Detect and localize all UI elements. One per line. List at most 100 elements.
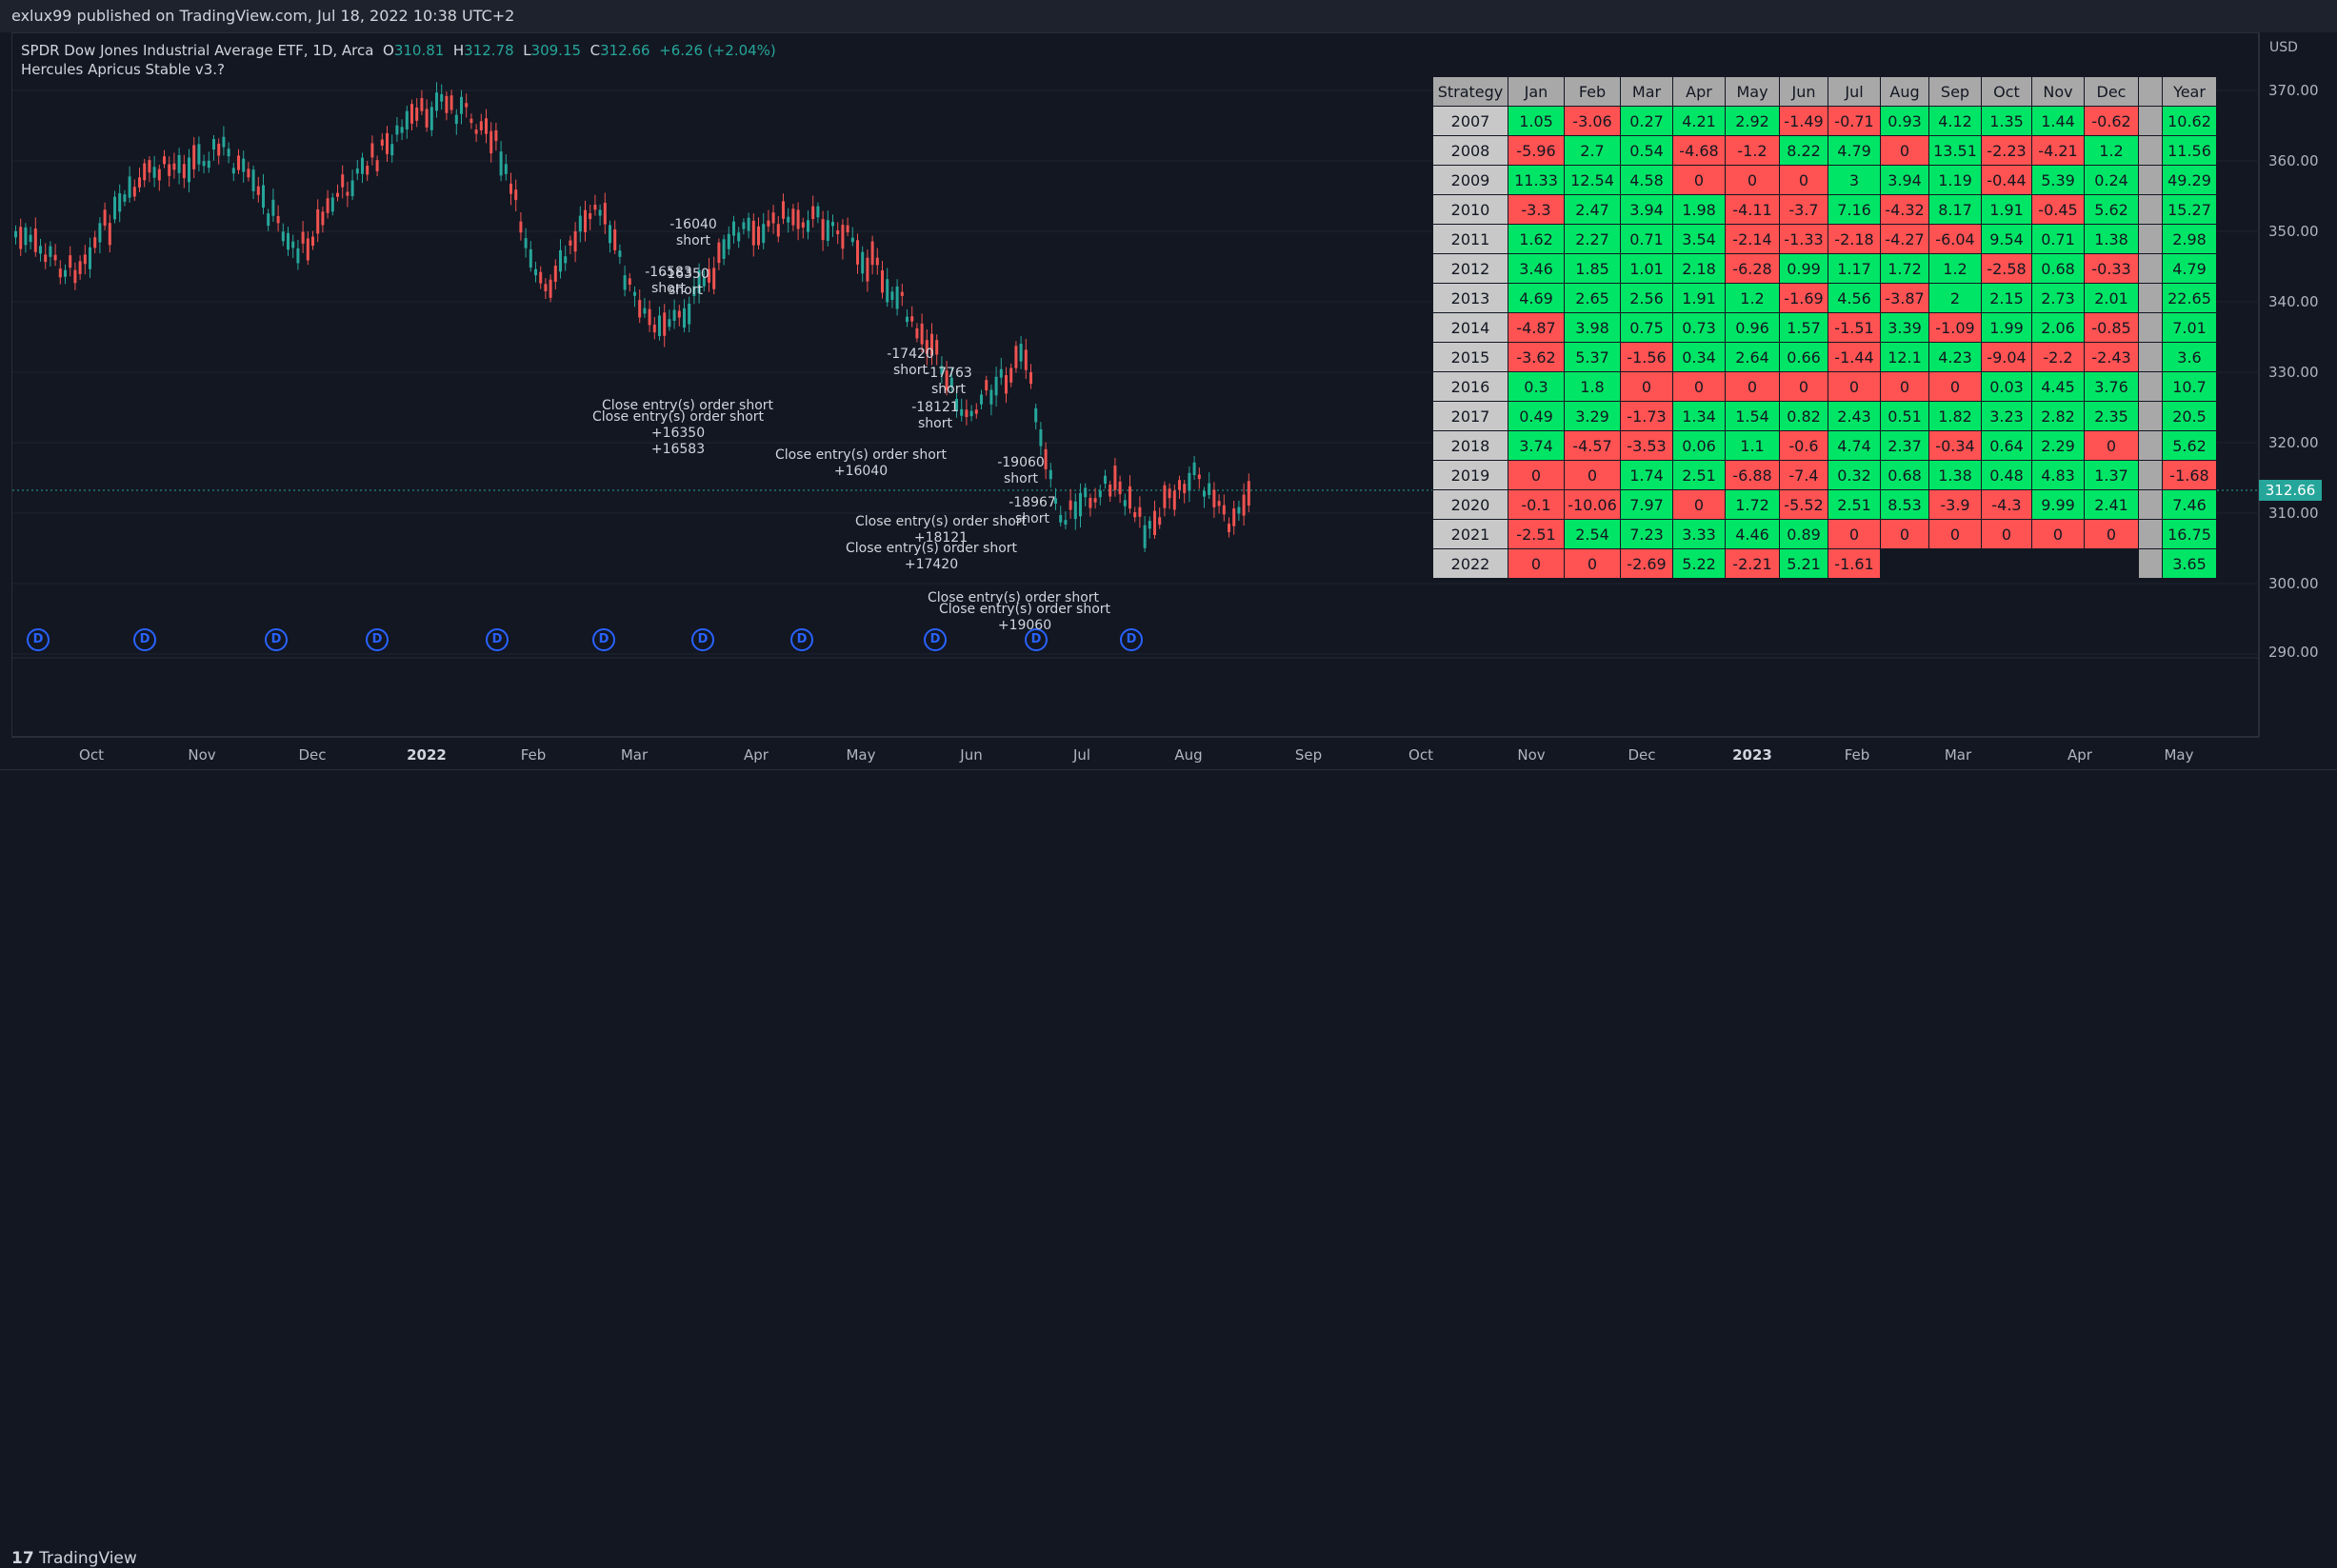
time-tick-label: May [846,746,876,764]
candle-body [24,227,28,246]
month-return-cell: 3.29 [1564,401,1621,431]
candle-body [801,222,805,228]
table-row: 2009 11.33 12.54 4.58 0 0 0 3 3.94 1.19 -0.44 5.39 0… [1432,165,2217,195]
candle-body [89,247,91,269]
candle-body [1009,367,1013,383]
candle-body [791,208,795,226]
table-row: 2022 0 0 -2.69 5.22 -2.21 5.21 -1.61 3.65 [1432,548,2217,579]
candle-body [846,225,849,232]
price-tick-label: 360.00 [2268,152,2319,169]
month-return-cell: 0 [1672,489,1726,520]
month-return-cell: 4.79 [1828,135,1881,166]
month-return-cell: 4.74 [1828,430,1881,461]
trade-annotation: Close entry(s) order short [927,590,1100,605]
candle-body [1133,512,1137,518]
candle-body [83,254,87,265]
candle-body [157,169,161,181]
dividend-marker[interactable]: D [27,628,50,651]
month-return-cell: -1.73 [1620,401,1673,431]
month-return-cell: -1.2 [1725,135,1780,166]
dividend-marker[interactable]: D [265,628,288,651]
tradingview-logo[interactable]: 17 TradingView [11,1549,137,1568]
month-return-cell: -1.49 [1779,106,1828,136]
dividend-marker[interactable]: D [790,628,813,651]
dividend-marker[interactable]: D [1025,628,1048,651]
month-return-cell: 2.18 [1672,253,1726,284]
price-axis[interactable]: USD [2259,32,2337,737]
time-axis[interactable] [11,737,2259,769]
month-return-cell: 1.38 [2084,224,2139,254]
month-return-cell: 2.01 [2084,283,2139,313]
month-return-cell: -0.62 [2084,106,2139,136]
candle-body [906,316,909,323]
month-return-cell: -1.69 [1779,283,1828,313]
month-return-cell: 2.54 [1564,519,1621,549]
month-return-cell: 0 [1928,371,1982,402]
symbol-legend[interactable]: SPDR Dow Jones Industrial Average ETF, 1… [21,42,776,59]
month-return-cell: -4.3 [1981,489,2032,520]
month-return-cell: 3.94 [1880,165,1929,195]
candle-body [425,109,429,128]
candle-body [415,107,419,121]
month-return-cell: -1.61 [1828,548,1881,579]
month-return-cell: 1.98 [1672,194,1726,225]
spacer-cell [2138,460,2163,490]
candle-body [737,232,741,242]
dividend-marker[interactable]: D [691,628,714,651]
candle-body [1197,474,1201,480]
dividend-marker[interactable]: D [366,628,389,651]
candle-body [994,376,998,396]
candle-body [440,93,444,102]
trade-annotation: -16583 short [645,265,692,296]
month-return-cell: 0 [1564,460,1621,490]
candle-body [1069,500,1072,510]
candle-body [643,308,647,314]
month-return-cell: -6.04 [1928,224,1982,254]
spacer-cell [2138,519,2163,549]
candle-body [980,394,983,405]
month-return-cell: 0.34 [1672,342,1726,372]
candle-body [915,327,919,339]
month-return-cell: -4.32 [1880,194,1929,225]
candle-body [301,231,305,244]
month-return-cell: 4.58 [1620,165,1673,195]
month-return-cell: -2.69 [1620,548,1673,579]
dividend-marker[interactable]: D [486,628,509,651]
candle-body [529,248,532,268]
candle-body [925,340,929,354]
dividend-marker[interactable]: D [592,628,615,651]
candle-body [920,323,924,345]
time-tick-label: May [2164,746,2194,764]
month-return-cell: 0.66 [1779,342,1828,372]
year-total-cell: 3.6 [2162,342,2217,372]
time-tick-label: Nov [1517,746,1546,764]
month-return-cell: 2.73 [2031,283,2085,313]
month-return-cell: 13.51 [1928,135,1982,166]
candle-body [202,161,206,167]
dividend-marker[interactable]: D [133,628,156,651]
candle-body [811,206,815,220]
candle-body [609,225,611,244]
month-return-cell: 0.3 [1508,371,1565,402]
candle-body [663,312,667,336]
dividend-marker[interactable]: D [1120,628,1143,651]
month-return-cell: 0 [1880,135,1929,166]
time-tick-label: Mar [620,746,649,764]
symbol-name: SPDR Dow Jones Industrial Average ETF, 1… [21,42,374,59]
month-return-cell: 1.05 [1508,106,1565,136]
month-return-cell: -4.11 [1725,194,1780,225]
high-value: 312.78 [464,42,514,59]
dividend-marker[interactable]: D [924,628,947,651]
month-return-cell: 1.57 [1779,312,1828,343]
year-total-cell: 49.29 [2162,165,2217,195]
candle-body [821,219,825,241]
candle-body [321,211,325,226]
month-return-cell: -1.44 [1828,342,1881,372]
month-return-cell: 0 [1725,371,1780,402]
candle-body [782,201,785,219]
month-return-cell: -0.6 [1779,430,1828,461]
candle-body [1208,483,1211,496]
candle-body [182,164,186,179]
strategy-legend[interactable]: Hercules Apricus Stable v3.? [21,61,225,78]
month-return-cell: 0.93 [1880,106,1929,136]
